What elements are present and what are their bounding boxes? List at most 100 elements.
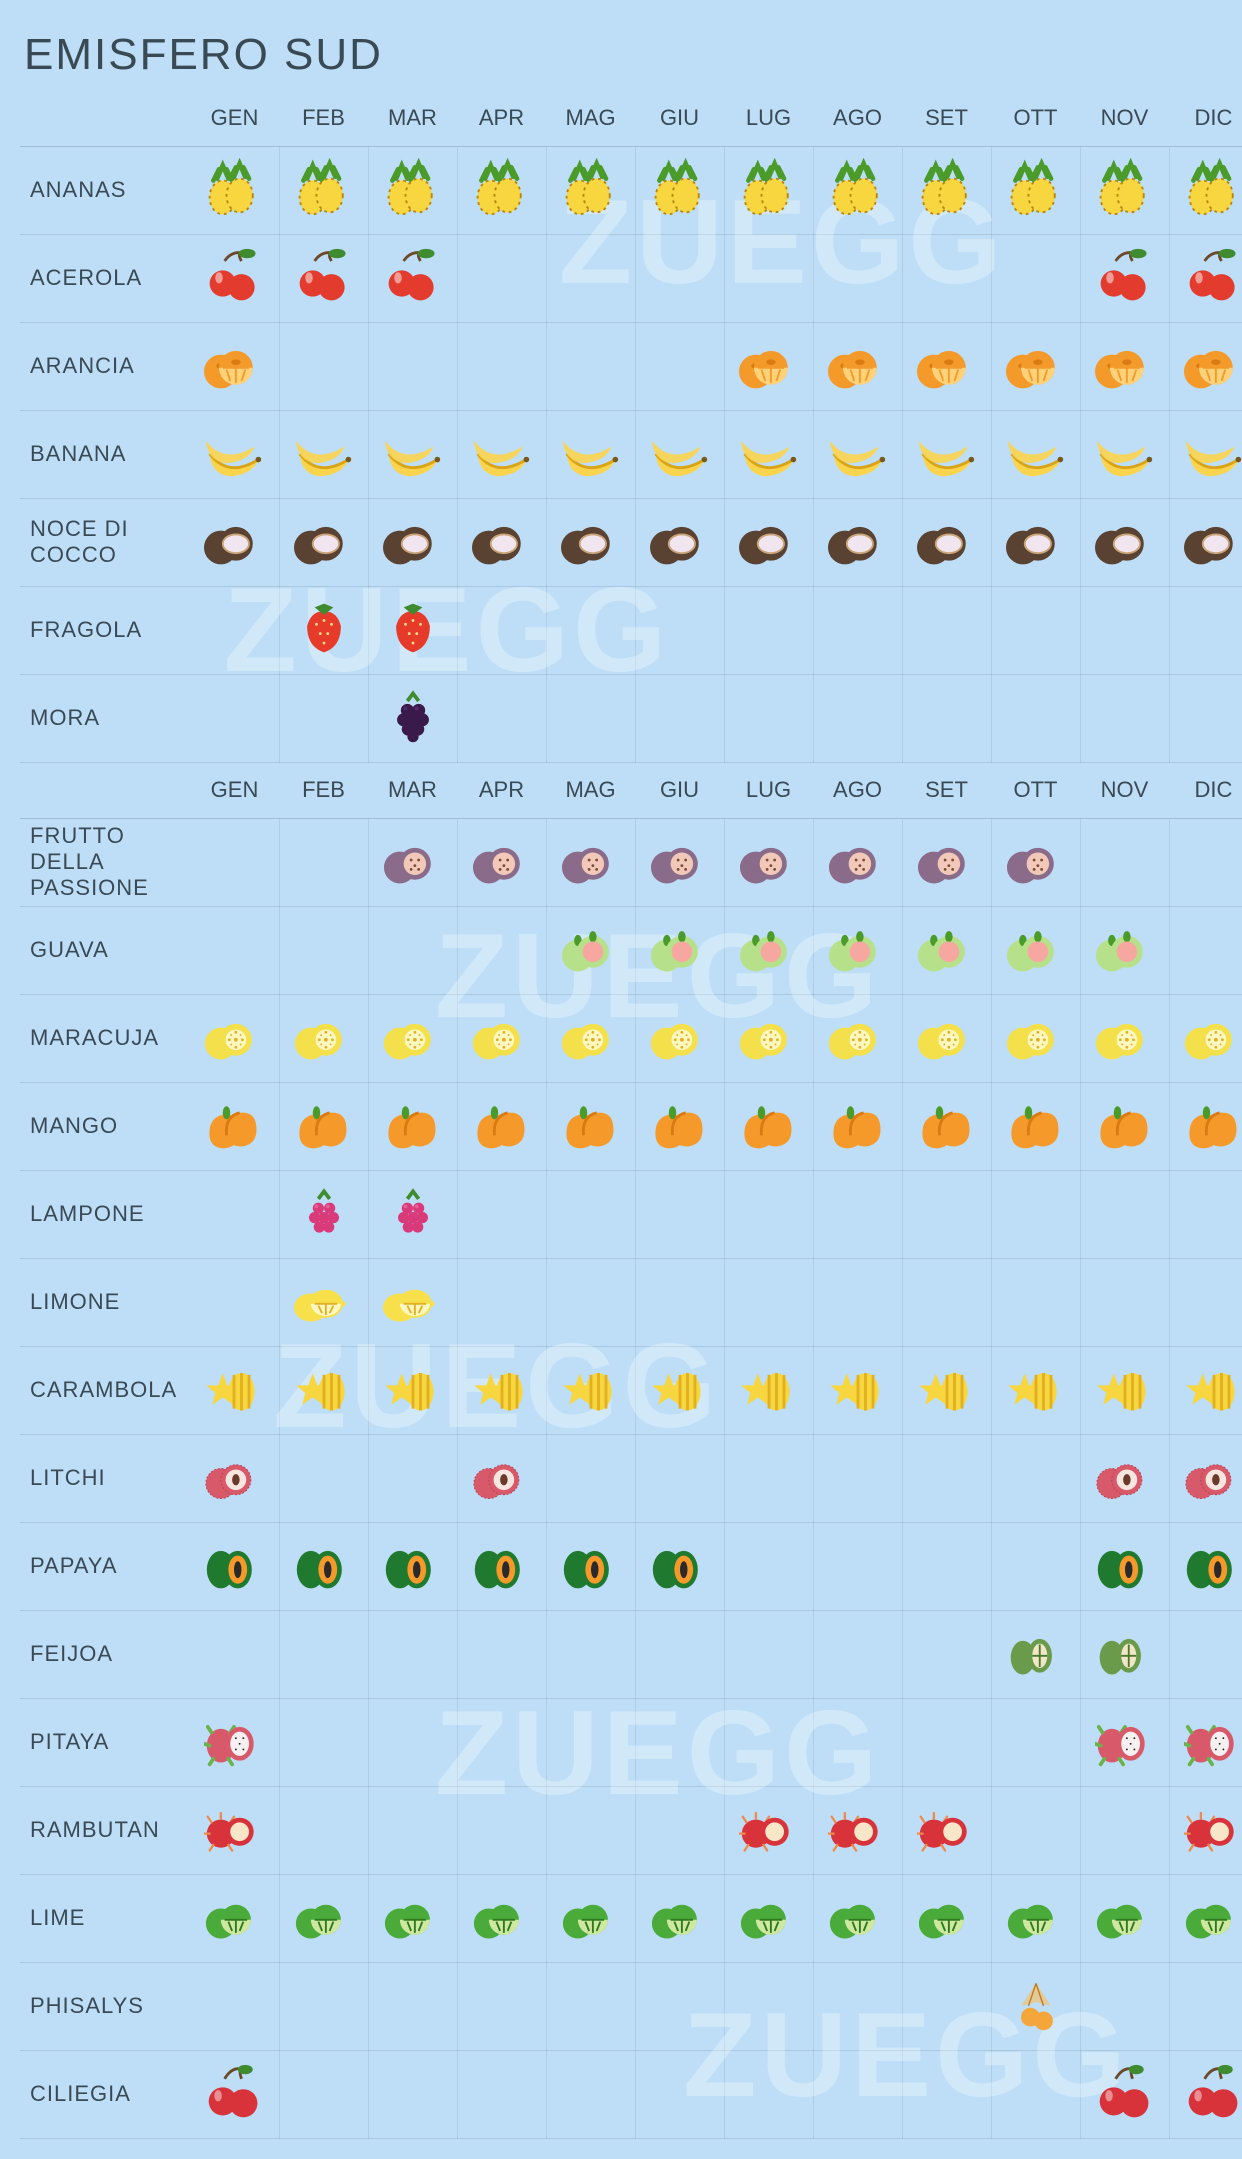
maracuja-icon <box>561 1006 621 1066</box>
lime-icon <box>1006 1886 1066 1946</box>
guava-icon <box>1095 918 1155 978</box>
fruit-row: FEIJOA <box>20 1610 1242 1698</box>
maracuja-icon <box>1006 1006 1066 1066</box>
season-cell <box>991 1434 1080 1522</box>
season-cell <box>368 2050 457 2138</box>
cherry-icon <box>1184 246 1242 306</box>
season-cell <box>635 234 724 322</box>
coconut-icon <box>204 510 264 570</box>
season-cell <box>546 586 635 674</box>
banana-icon <box>472 422 532 482</box>
season-cell <box>991 1962 1080 2050</box>
season-cell <box>1080 1258 1169 1346</box>
ciliegia-icon <box>1095 2062 1155 2122</box>
season-cell <box>546 2050 635 2138</box>
month-header: MAG <box>546 762 635 818</box>
lychee-icon <box>472 1446 532 1506</box>
passionfruit-icon <box>828 830 888 890</box>
season-cell <box>1080 1962 1169 2050</box>
month-header: GEN <box>190 762 279 818</box>
season-cell <box>190 1258 279 1346</box>
month-header-row: GENFEBMARAPRMAGGIULUGAGOSETOTTNOVDIC <box>20 762 1242 818</box>
season-cell <box>190 1786 279 1874</box>
pitaya-icon <box>1095 1710 1155 1770</box>
season-cell <box>991 1874 1080 1962</box>
coconut-icon <box>650 510 710 570</box>
season-cell <box>546 410 635 498</box>
coconut-icon <box>917 510 977 570</box>
starfruit-icon <box>472 1358 532 1418</box>
season-cell <box>813 1786 902 1874</box>
season-cell <box>190 2050 279 2138</box>
season-cell <box>902 818 991 906</box>
season-cell <box>1169 1610 1242 1698</box>
season-cell <box>368 1698 457 1786</box>
season-cell <box>1169 818 1242 906</box>
starfruit-icon <box>294 1358 354 1418</box>
season-cell <box>457 1962 546 2050</box>
starfruit-icon <box>1095 1358 1155 1418</box>
month-header: FEB <box>279 762 368 818</box>
month-header: LUG <box>724 762 813 818</box>
header-spacer <box>20 762 190 818</box>
season-cell <box>457 1346 546 1434</box>
month-header: APR <box>457 90 546 146</box>
season-cell <box>1169 322 1242 410</box>
season-cell <box>368 1874 457 1962</box>
season-cell <box>724 1258 813 1346</box>
season-cell <box>457 994 546 1082</box>
season-cell <box>724 586 813 674</box>
season-cell <box>724 1082 813 1170</box>
season-cell <box>991 1082 1080 1170</box>
coconut-icon <box>294 510 354 570</box>
page-title: EMISFERO SUD <box>24 30 1222 80</box>
season-cell <box>635 1258 724 1346</box>
season-cell <box>902 410 991 498</box>
pineapple-icon <box>917 158 977 218</box>
coconut-icon <box>739 510 799 570</box>
season-cell <box>368 994 457 1082</box>
passionfruit-icon <box>472 830 532 890</box>
papaya-icon <box>1184 1534 1242 1594</box>
season-cell <box>724 2050 813 2138</box>
fruit-label: NOCE DI COCCO <box>20 498 190 586</box>
season-cell <box>279 322 368 410</box>
season-cell <box>991 674 1080 762</box>
starfruit-icon <box>1006 1358 1066 1418</box>
season-cell <box>368 410 457 498</box>
passionfruit-icon <box>561 830 621 890</box>
month-header: GIU <box>635 90 724 146</box>
season-cell <box>635 906 724 994</box>
season-cell <box>1169 1786 1242 1874</box>
rambutan-icon <box>1184 1798 1242 1858</box>
season-cell <box>190 234 279 322</box>
season-cell <box>1169 1962 1242 2050</box>
season-cell <box>724 1698 813 1786</box>
season-cell <box>902 1522 991 1610</box>
month-header: MAG <box>546 90 635 146</box>
season-cell <box>902 674 991 762</box>
season-cell <box>279 586 368 674</box>
season-cell <box>546 1258 635 1346</box>
season-cell <box>902 1962 991 2050</box>
orange-icon <box>1184 334 1242 394</box>
season-cell <box>1169 1434 1242 1522</box>
season-cell <box>368 586 457 674</box>
season-cell <box>546 1874 635 1962</box>
season-cell <box>1080 322 1169 410</box>
season-cell <box>457 1522 546 1610</box>
season-cell <box>457 1610 546 1698</box>
season-cell <box>635 410 724 498</box>
season-cell <box>635 1962 724 2050</box>
season-cell <box>368 1786 457 1874</box>
season-cell <box>279 1522 368 1610</box>
season-cell <box>991 586 1080 674</box>
season-cell <box>368 1610 457 1698</box>
starfruit-icon <box>917 1358 977 1418</box>
mango-icon <box>917 1094 977 1154</box>
month-header-row: GENFEBMARAPRMAGGIULUGAGOSETOTTNOVDIC <box>20 90 1242 146</box>
papaya-icon <box>383 1534 443 1594</box>
fruit-label: GUAVA <box>20 906 190 994</box>
fruit-label: MANGO <box>20 1082 190 1170</box>
season-cell <box>457 498 546 586</box>
